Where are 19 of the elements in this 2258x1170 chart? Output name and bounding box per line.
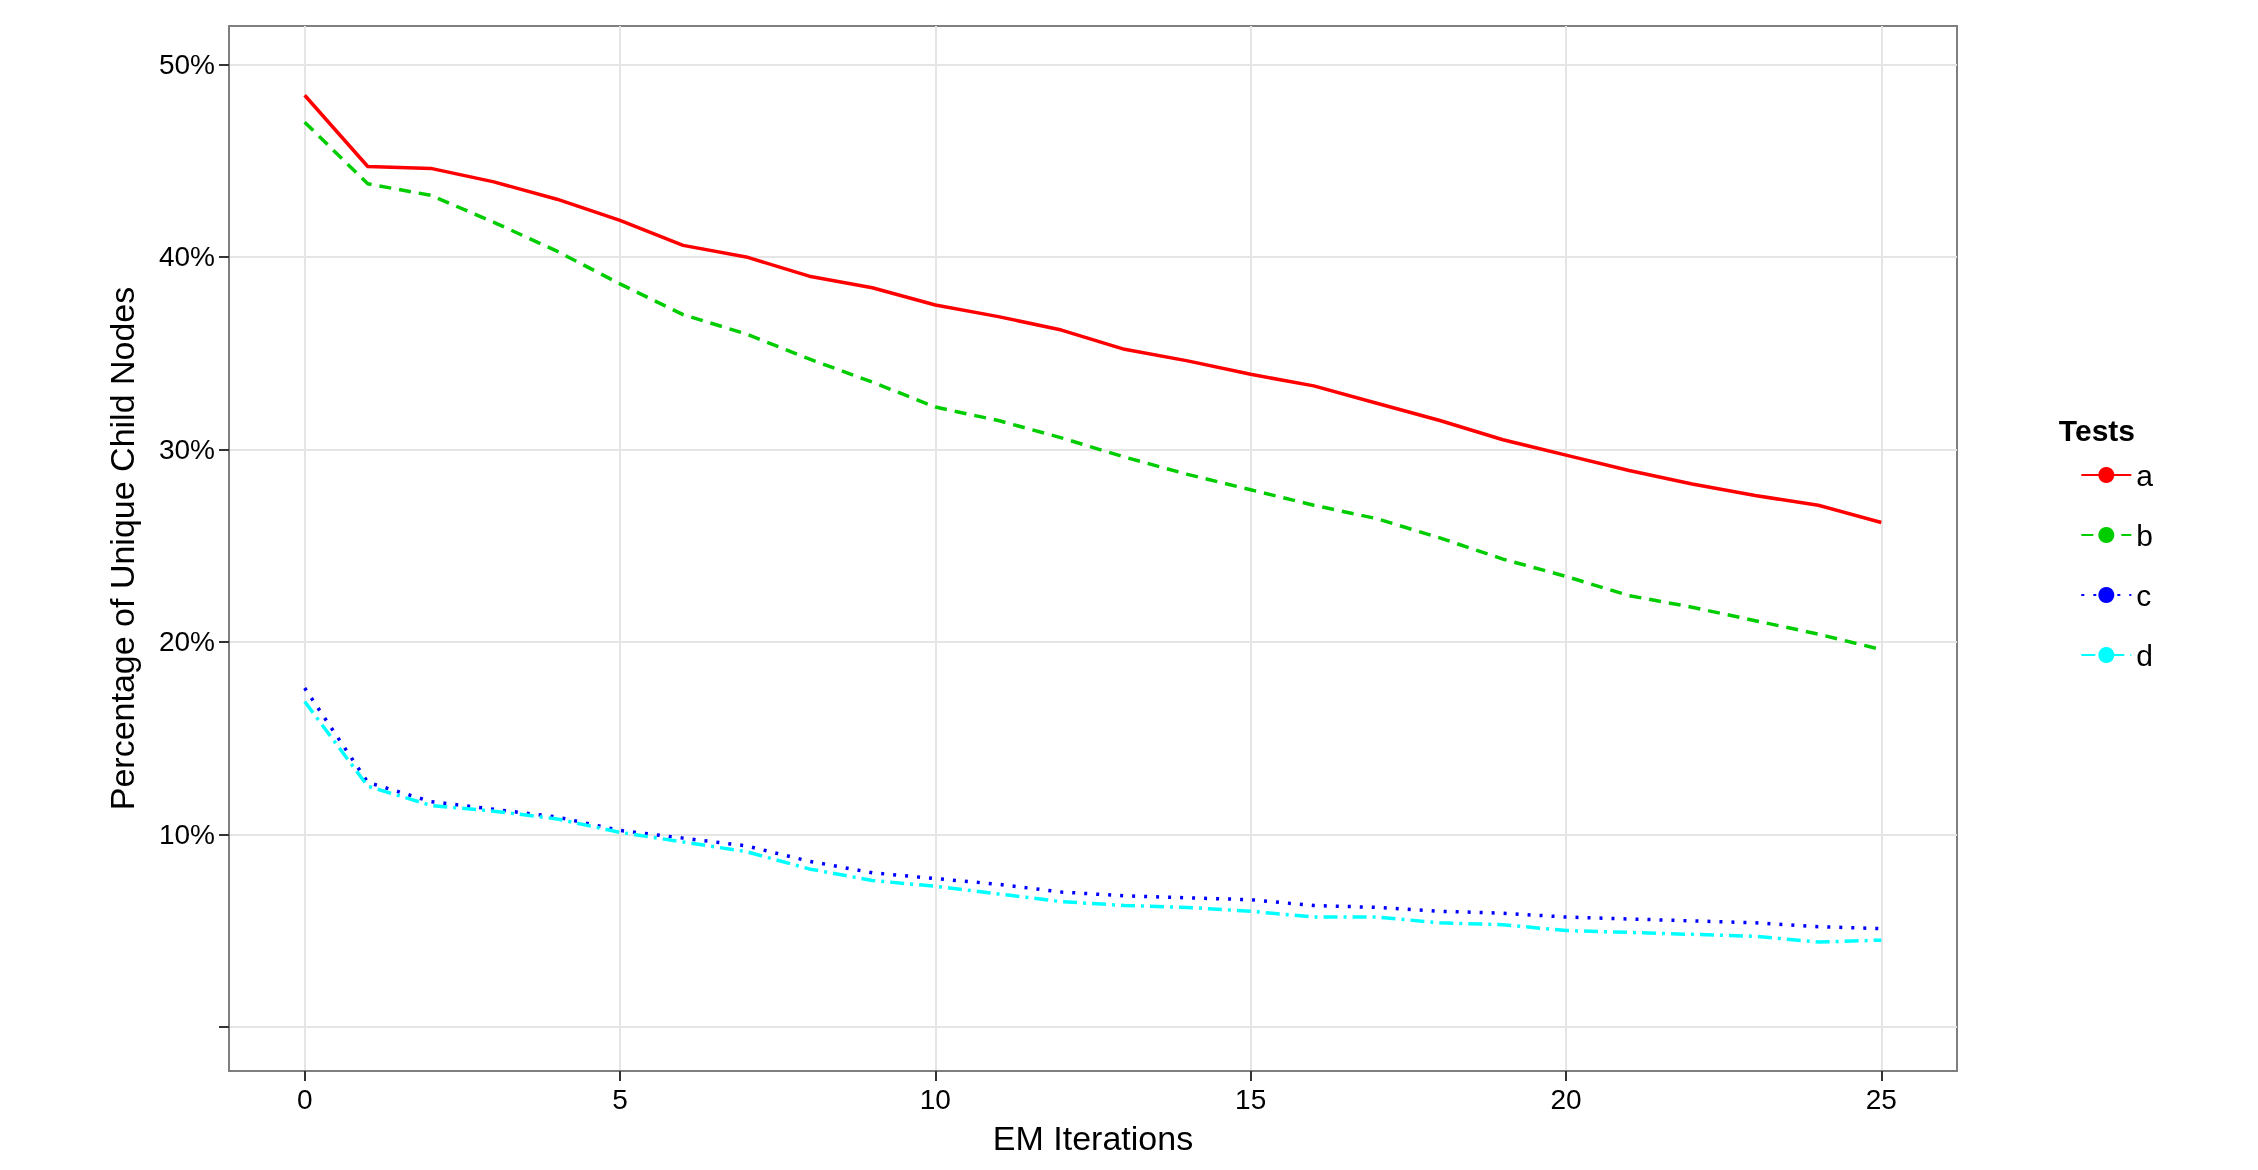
x-tick-label: 0: [296, 1083, 313, 1115]
x-tick-label: 15: [1235, 1083, 1267, 1115]
y-tick-label: 40%: [158, 241, 215, 273]
legend-label: b: [2136, 518, 2153, 552]
x-tick-label: 20: [1550, 1083, 1582, 1115]
x-tick-label: 10: [919, 1083, 951, 1115]
legend-label: c: [2136, 578, 2152, 612]
y-tick-label: 10%: [158, 818, 215, 850]
legend-label: d: [2136, 638, 2153, 672]
x-axis-title: EM Iterations: [992, 1119, 1194, 1157]
y-axis-title: Percentage of Unique Child Nodes: [103, 286, 141, 811]
x-tick-label: 5: [612, 1083, 628, 1115]
legend-label: a: [2136, 458, 2154, 492]
x-tick-label: 25: [1865, 1083, 1897, 1115]
y-tick-label: 20%: [158, 626, 215, 658]
y-tick-label: 50%: [158, 48, 215, 80]
line-series: [302, 93, 1884, 525]
legend-title: Tests: [2058, 413, 2136, 447]
y-tick-label: 30%: [158, 433, 215, 465]
